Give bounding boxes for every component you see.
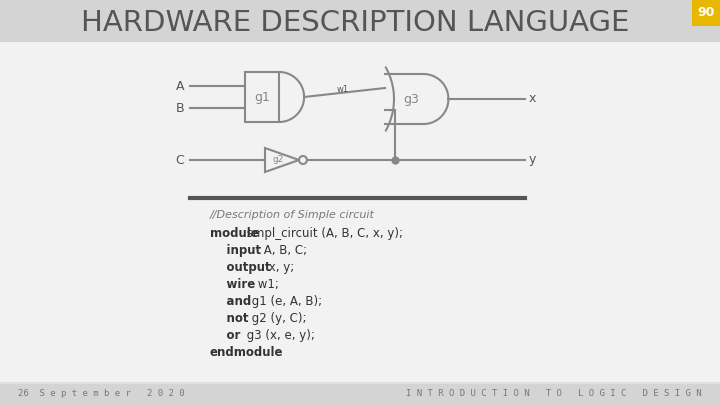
Text: and: and	[210, 295, 251, 308]
FancyBboxPatch shape	[692, 0, 720, 26]
Text: 26  S e p t e m b e r   2 0 2 0: 26 S e p t e m b e r 2 0 2 0	[18, 390, 184, 399]
Text: HARDWARE DESCRIPTION LANGUAGE: HARDWARE DESCRIPTION LANGUAGE	[81, 9, 629, 37]
Text: endmodule: endmodule	[210, 346, 284, 359]
Text: g3 (x, e, y);: g3 (x, e, y);	[243, 329, 315, 342]
Text: w1;: w1;	[254, 278, 279, 291]
Text: A: A	[176, 79, 184, 92]
Text: //Description of Simple circuit: //Description of Simple circuit	[210, 210, 375, 220]
FancyBboxPatch shape	[0, 0, 720, 42]
Text: A, B, C;: A, B, C;	[259, 244, 307, 257]
Text: input: input	[210, 244, 261, 257]
Text: x, y;: x, y;	[265, 261, 294, 274]
Text: output: output	[210, 261, 271, 274]
Text: y: y	[529, 153, 536, 166]
Text: or: or	[210, 329, 240, 342]
FancyBboxPatch shape	[0, 42, 720, 382]
Text: B: B	[176, 102, 184, 115]
Text: g1 (e, A, B);: g1 (e, A, B);	[248, 295, 323, 308]
Text: C: C	[175, 153, 184, 166]
Text: 90: 90	[697, 6, 715, 19]
Text: x: x	[529, 92, 536, 105]
Text: module: module	[210, 227, 258, 240]
Text: g2 (y, C);: g2 (y, C);	[248, 312, 307, 325]
Text: g1: g1	[254, 90, 270, 104]
FancyBboxPatch shape	[0, 384, 720, 405]
Text: not: not	[210, 312, 248, 325]
Text: g3: g3	[403, 92, 419, 105]
Text: I N T R O D U C T I O N   T O   L O G I C   D E S I G N: I N T R O D U C T I O N T O L O G I C D …	[406, 390, 702, 399]
Text: wire: wire	[210, 278, 256, 291]
Text: smpl_circuit (A, B, C, x, y);: smpl_circuit (A, B, C, x, y);	[243, 227, 403, 240]
Text: w1: w1	[336, 85, 348, 94]
Text: g2: g2	[272, 156, 284, 164]
